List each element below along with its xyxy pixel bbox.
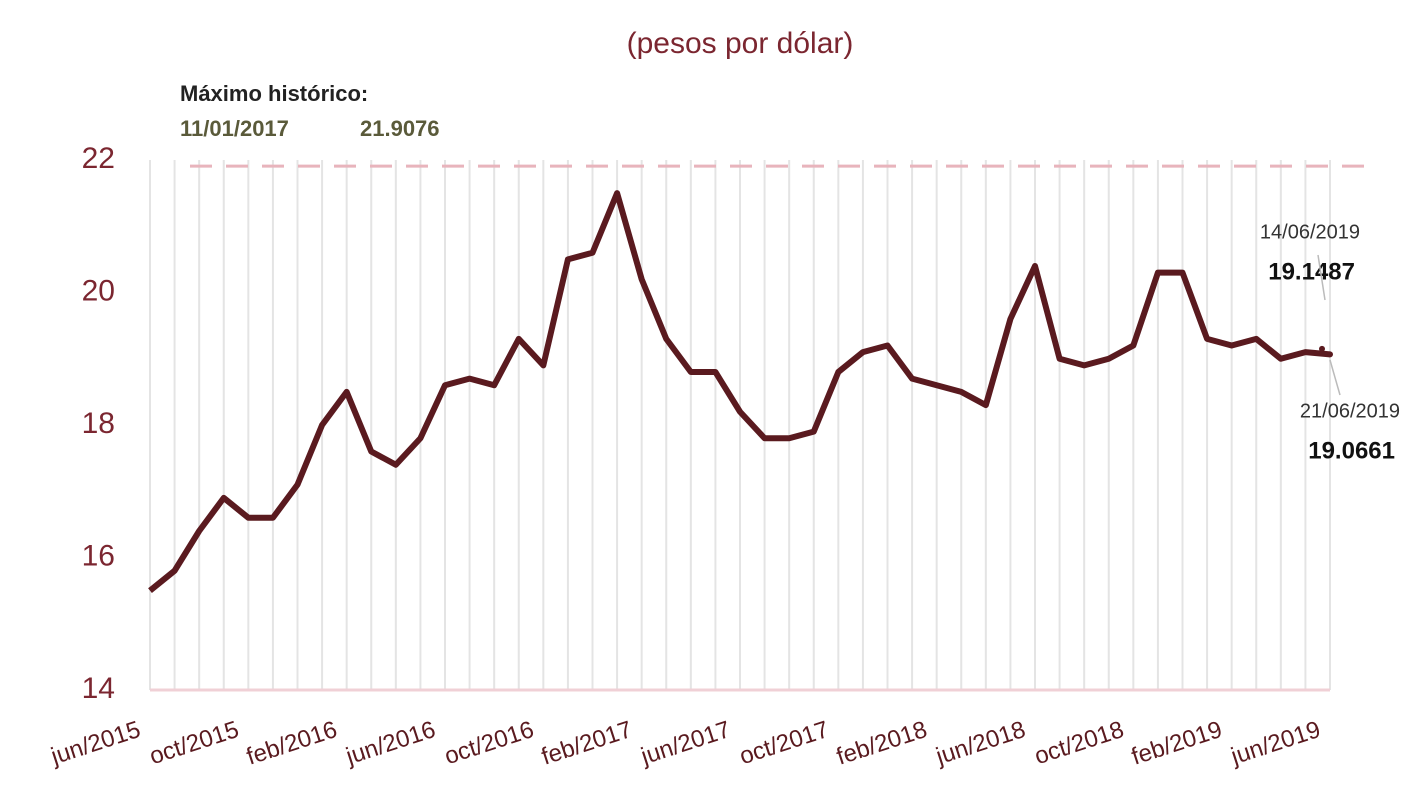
y-tick-label: 18 (82, 407, 115, 440)
x-tick-label: feb/2019 (1128, 716, 1225, 771)
x-tick-label: oct/2017 (736, 716, 832, 770)
x-tick-label: jun/2018 (932, 716, 1029, 770)
annotation-value: 19.1487 (1268, 258, 1355, 285)
annotation-date: 14/06/2019 (1260, 221, 1360, 243)
line (148, 190, 1331, 593)
max-value: 21.9076 (360, 116, 440, 141)
max-label: Máximo histórico: (180, 81, 368, 106)
y-tick-label: 20 (82, 274, 115, 307)
x-tick-label: oct/2016 (441, 716, 537, 770)
annotation-pointer (1317, 254, 1326, 301)
x-tick-label: feb/2016 (243, 716, 340, 771)
x-tick-label: jun/2019 (1227, 716, 1324, 770)
chart-subtitle: (pesos por dólar) (627, 27, 854, 60)
y-tick-label: 22 (82, 142, 115, 175)
annotation-value: 19.0661 (1308, 437, 1395, 464)
y-tick-label: 16 (82, 539, 115, 572)
annotation-point (1319, 345, 1325, 352)
max-date: 11/01/2017 (180, 116, 289, 141)
x-tick-label: oct/2015 (146, 716, 242, 770)
annotation-pointer (1329, 359, 1341, 396)
x-tick-label: jun/2016 (342, 716, 439, 770)
x-tick-label: oct/2018 (1031, 716, 1127, 770)
annotation-date: 21/06/2019 (1300, 400, 1400, 422)
y-tick-label: 14 (82, 672, 115, 705)
x-tick-label: jun/2017 (637, 716, 734, 770)
x-tick-label: feb/2017 (538, 716, 635, 771)
annotation-point (1327, 351, 1333, 358)
x-tick-label: feb/2018 (833, 716, 930, 771)
x-tick-label: jun/2015 (47, 716, 144, 770)
